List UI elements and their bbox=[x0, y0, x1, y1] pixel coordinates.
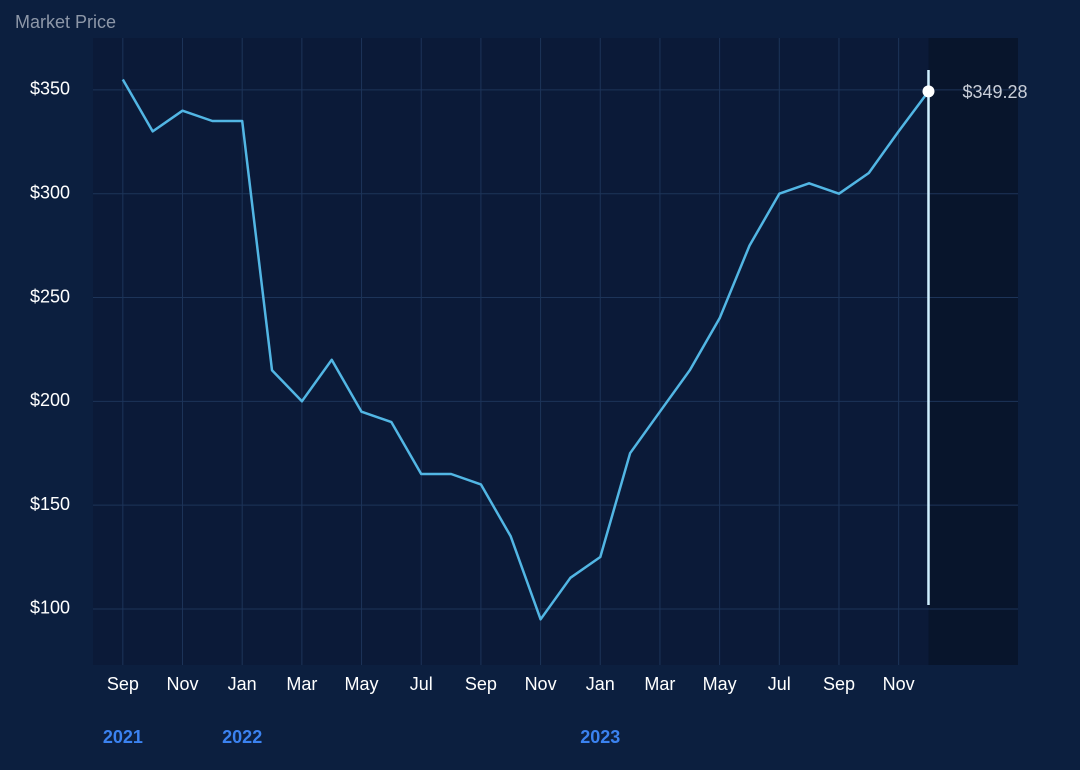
year-label: 2022 bbox=[222, 727, 262, 747]
future-shade bbox=[928, 38, 1018, 665]
x-tick-label: Sep bbox=[107, 674, 139, 694]
price-line bbox=[121, 78, 930, 621]
x-tick-label: Jul bbox=[768, 674, 791, 694]
x-tick-label: Jul bbox=[410, 674, 433, 694]
x-tick-label: Nov bbox=[883, 674, 915, 694]
x-tick-label: Mar bbox=[286, 674, 317, 694]
year-label: 2021 bbox=[103, 727, 143, 747]
x-tick-label: Sep bbox=[465, 674, 497, 694]
last-point bbox=[922, 85, 935, 98]
x-tick-label: Jan bbox=[228, 674, 257, 694]
x-tick-label: Mar bbox=[644, 674, 675, 694]
x-tick-label: Nov bbox=[525, 674, 557, 694]
y-tick-label: $200 bbox=[30, 390, 70, 410]
plot-area bbox=[93, 38, 1018, 665]
y-tick-label: $250 bbox=[30, 286, 70, 306]
x-tick-label: Nov bbox=[167, 674, 199, 694]
last-price-label: $349.28 bbox=[962, 82, 1027, 102]
y-tick-label: $350 bbox=[30, 79, 70, 99]
x-tick-label: May bbox=[703, 674, 737, 694]
y-tick-label: $300 bbox=[30, 182, 70, 202]
y-tick-label: $150 bbox=[30, 494, 70, 514]
y-tick-label: $100 bbox=[30, 598, 70, 618]
x-tick-label: Sep bbox=[823, 674, 855, 694]
chart-title: Market Price bbox=[15, 12, 116, 32]
year-label: 2023 bbox=[580, 727, 620, 747]
x-tick-label: May bbox=[345, 674, 379, 694]
x-tick-label: Jan bbox=[586, 674, 615, 694]
